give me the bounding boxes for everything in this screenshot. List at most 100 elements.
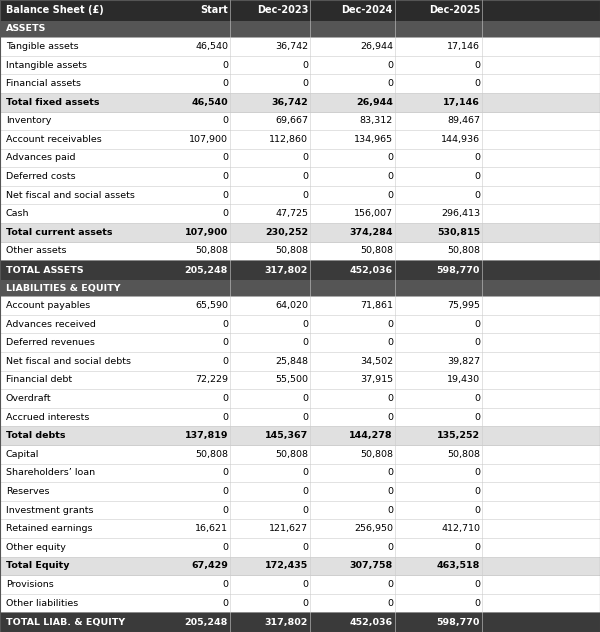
Text: Overdraft: Overdraft [6,394,52,403]
Text: 205,248: 205,248 [185,265,228,274]
Text: 0: 0 [474,172,480,181]
Text: Total debts: Total debts [6,431,65,441]
Text: 50,808: 50,808 [195,450,228,459]
Text: Intangible assets: Intangible assets [6,61,87,70]
Text: Retained earnings: Retained earnings [6,524,92,533]
Text: 46,540: 46,540 [191,98,228,107]
Text: Investment grants: Investment grants [6,506,94,514]
Text: Other assets: Other assets [6,246,67,255]
Text: 75,995: 75,995 [447,301,480,310]
Text: 0: 0 [302,172,308,181]
Text: Deferred costs: Deferred costs [6,172,76,181]
Bar [0,315,600,334]
Text: 598,770: 598,770 [437,265,480,274]
Text: 0: 0 [474,191,480,200]
Text: 0: 0 [222,357,228,366]
Text: 0: 0 [222,468,228,477]
Text: 0: 0 [302,468,308,477]
Text: 0: 0 [387,487,393,496]
Text: 137,819: 137,819 [185,431,228,441]
Text: 0: 0 [387,338,393,348]
Text: 0: 0 [387,468,393,477]
Text: 16,621: 16,621 [195,524,228,533]
Text: 0: 0 [222,154,228,162]
Text: 0: 0 [222,394,228,403]
Text: 0: 0 [387,543,393,552]
Bar [0,575,600,593]
Text: 0: 0 [302,338,308,348]
Bar [0,260,600,280]
Text: 0: 0 [387,599,393,607]
Bar [0,280,600,296]
Text: 69,667: 69,667 [275,116,308,125]
Text: Other liabilities: Other liabilities [6,599,78,607]
Text: Capital: Capital [6,450,40,459]
Text: 50,808: 50,808 [447,246,480,255]
Text: 452,036: 452,036 [350,265,393,274]
Text: 0: 0 [474,543,480,552]
Text: Total fixed assets: Total fixed assets [6,98,100,107]
Text: 121,627: 121,627 [269,524,308,533]
Text: 72,229: 72,229 [195,375,228,384]
Text: 0: 0 [302,599,308,607]
Text: 107,900: 107,900 [185,228,228,237]
Bar [0,56,600,75]
Text: 0: 0 [387,154,393,162]
Bar [0,482,600,501]
Text: 26,944: 26,944 [356,98,393,107]
Bar [0,223,600,241]
Text: 0: 0 [302,487,308,496]
Text: TOTAL LIAB. & EQUITY: TOTAL LIAB. & EQUITY [6,617,125,627]
Bar [0,520,600,538]
Text: Tangible assets: Tangible assets [6,42,79,51]
Text: 0: 0 [222,506,228,514]
Text: 50,808: 50,808 [360,450,393,459]
Bar [0,389,600,408]
Text: 145,367: 145,367 [265,431,308,441]
Text: 0: 0 [474,338,480,348]
Text: 0: 0 [302,506,308,514]
Text: 34,502: 34,502 [360,357,393,366]
Text: 112,860: 112,860 [269,135,308,144]
Text: 83,312: 83,312 [360,116,393,125]
Bar [0,334,600,352]
Text: 0: 0 [387,191,393,200]
Text: 135,252: 135,252 [437,431,480,441]
Text: 256,950: 256,950 [354,524,393,533]
Bar [0,186,600,205]
Text: 89,467: 89,467 [447,116,480,125]
Text: 0: 0 [302,580,308,589]
Bar [0,149,600,167]
Text: 0: 0 [387,394,393,403]
Text: Deferred revenues: Deferred revenues [6,338,95,348]
Text: Balance Sheet (£): Balance Sheet (£) [6,6,104,15]
Text: 36,742: 36,742 [271,98,308,107]
Text: 0: 0 [222,580,228,589]
Bar [0,205,600,223]
Text: 0: 0 [302,543,308,552]
Text: Net fiscal and social assets: Net fiscal and social assets [6,191,135,200]
Text: 0: 0 [474,320,480,329]
Text: 230,252: 230,252 [265,228,308,237]
Bar [0,538,600,557]
Text: 296,413: 296,413 [441,209,480,218]
Text: 50,808: 50,808 [360,246,393,255]
Text: 39,827: 39,827 [447,357,480,366]
Text: Start: Start [200,6,228,15]
Text: Dec-2023: Dec-2023 [257,6,308,15]
Bar [0,593,600,612]
Text: 0: 0 [222,116,228,125]
Bar [0,612,600,632]
Text: 0: 0 [302,394,308,403]
Text: 17,146: 17,146 [443,98,480,107]
Text: 0: 0 [474,394,480,403]
Text: 17,146: 17,146 [447,42,480,51]
Bar [0,352,600,371]
Text: 317,802: 317,802 [265,617,308,627]
Text: Advances paid: Advances paid [6,154,76,162]
Text: 0: 0 [302,191,308,200]
Text: Account payables: Account payables [6,301,90,310]
Text: 172,435: 172,435 [265,561,308,570]
Bar [0,464,600,482]
Text: LIABILITIES & EQUITY: LIABILITIES & EQUITY [6,284,121,293]
